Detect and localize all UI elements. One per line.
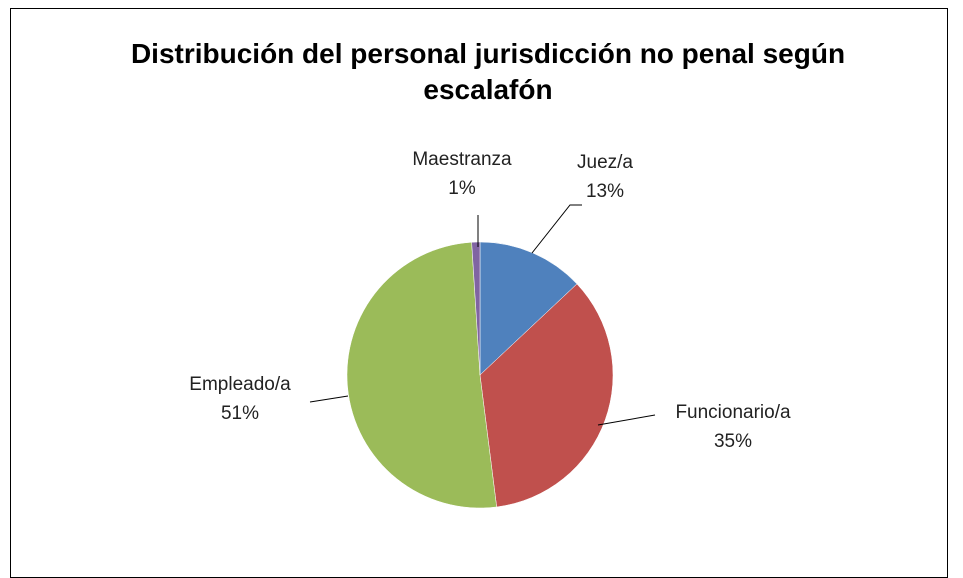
leader-line bbox=[309, 395, 349, 403]
slice-label: Juez/a bbox=[577, 152, 633, 173]
chart-title: Distribución del personal jurisdicción n… bbox=[130, 38, 846, 105]
leader-line bbox=[597, 414, 656, 426]
slice-label: Funcionario/a bbox=[675, 402, 791, 423]
slice-label: Maestranza bbox=[412, 149, 512, 170]
pie-slice bbox=[346, 241, 497, 509]
slice-value-label: 35% bbox=[714, 431, 752, 452]
slice-value-label: 1% bbox=[448, 178, 476, 199]
pie-slice bbox=[479, 283, 614, 508]
slice-value-label: 51% bbox=[221, 403, 259, 424]
slice-label: Empleado/a bbox=[189, 374, 291, 395]
slice-value-label: 13% bbox=[586, 181, 624, 202]
pie-slice bbox=[471, 241, 481, 376]
leader-line bbox=[531, 204, 582, 254]
pie-slice bbox=[479, 241, 578, 376]
